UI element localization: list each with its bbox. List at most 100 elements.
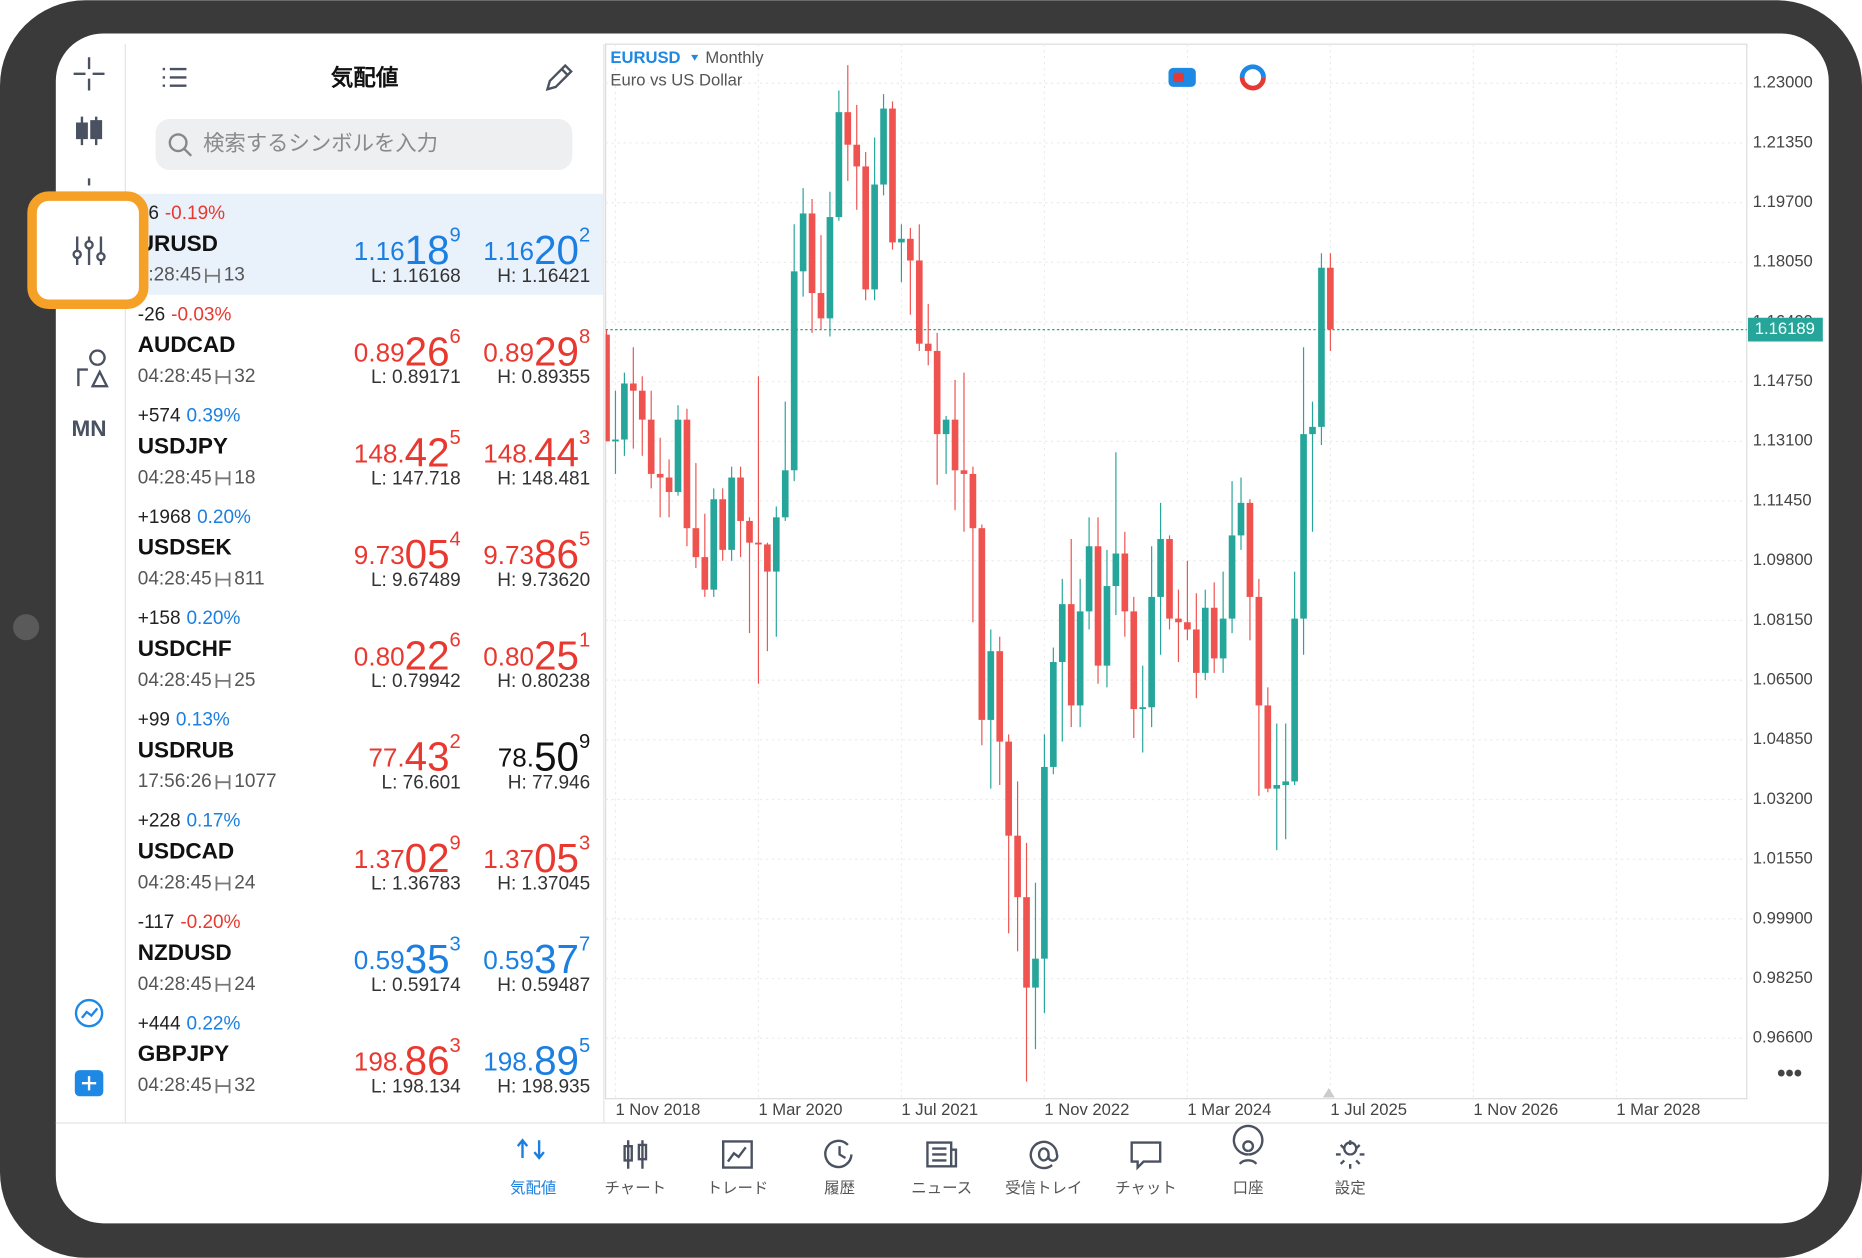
candle-body [701,557,709,590]
indicators-icon[interactable] [72,236,106,266]
y-tick-label: 0.98250 [1753,968,1813,987]
change-percent: 0.13% [176,709,230,730]
candle-body [1112,553,1120,587]
bid-pips: 26 [405,328,450,374]
more-menu[interactable]: ••• [1777,1060,1802,1087]
search-placeholder[interactable]: 検索するシンボルを入力 [203,132,438,156]
ask-fraction: 1 [579,630,590,652]
chart-timeframe: Monthly [705,48,764,67]
tab[interactable]: ニュース [911,1141,972,1197]
tab-label: 受信トレイ [1005,1179,1082,1197]
ask-prefix: 78. [498,743,534,773]
x-tick-label: 1 Mar 2020 [758,1100,842,1119]
tab[interactable]: 履歴 [824,1139,855,1197]
y-tick-label: 1.03200 [1753,789,1813,808]
trade-icon-plus [81,1076,97,1091]
ask-prefix: 198. [483,1046,534,1076]
y-tick-label: 0.96600 [1753,1028,1813,1047]
spread: 18 [234,467,255,488]
candle-body [1023,897,1030,988]
candle-body [880,108,887,185]
tab-bar: 気配値 チャート トレード 履歴 ニュース 受信トレイ チャット 口座 設定 [510,1124,1366,1197]
tab[interactable]: 気配値 [510,1138,556,1197]
tab-icon [722,1140,753,1169]
candle-body [853,144,861,167]
change-points: +228 [138,811,181,832]
candle-body [1184,622,1191,630]
tab[interactable]: チャット [1115,1141,1177,1197]
tab[interactable]: チャート [605,1140,667,1197]
bid-price: 0.80226 [354,630,461,678]
candle-body [933,350,941,435]
edit-icon[interactable] [545,63,573,92]
low: L: 198.134 [371,1076,461,1097]
candle-body [764,544,771,572]
bid-price: 148.425 [354,427,461,475]
bid-price: 0.89266 [354,326,461,374]
low: L: 0.59174 [371,975,461,996]
ask-fraction: 3 [579,427,590,449]
signals-icon[interactable] [74,998,104,1028]
bid-pips: 22 [405,632,450,678]
current-price-label: 1.16189 [1755,319,1815,338]
list-icon[interactable] [162,67,187,87]
tab-icon [1130,1141,1162,1171]
candle-body [835,112,843,218]
ask-price: 0.80251 [483,630,590,678]
ask-prefix: 0.59 [483,945,534,975]
candle-body [1210,607,1218,659]
ask-fraction: 8 [579,326,590,348]
spread: 811 [234,569,264,590]
tab[interactable]: 受信トレイ [1005,1140,1082,1197]
bid-price: 1.37029 [354,833,461,881]
ask-pips: 89 [534,1037,579,1083]
candle-body [772,517,780,572]
candle-body [737,477,744,521]
candle-body [1255,596,1263,706]
bid-prefix: 1.37 [354,844,405,874]
chart-icon[interactable] [76,116,103,146]
bid-pips: 86 [405,1037,450,1083]
time: 04:28:45 [138,872,212,893]
crosshair-icon[interactable] [73,57,105,91]
symbol: USDCHF [138,636,232,661]
tab[interactable]: 設定 [1335,1140,1366,1197]
candle-body [951,419,959,471]
bid-fraction: 9 [450,833,461,855]
ask-fraction: 9 [579,731,590,753]
bid-prefix: 77. [368,743,404,773]
candle-body [808,213,816,294]
spread: 24 [234,872,256,893]
scroll-marker [1322,1087,1335,1098]
grid [605,44,1747,1099]
symbol-dropdown [691,54,699,61]
search-box[interactable] [155,118,573,171]
y-tick-label: 1.08150 [1753,610,1813,629]
bid-fraction: 4 [450,529,461,551]
tab[interactable]: トレード [707,1140,769,1197]
chart-symbol[interactable]: EURUSD [610,48,680,67]
low: L: 1.36783 [371,874,461,895]
ask-pips: 86 [534,531,579,577]
timeframe-button[interactable]: MN [72,416,107,441]
candle-body [978,528,986,720]
candle-body [1282,781,1290,786]
candle-body [1246,502,1254,597]
candle-body [862,166,870,290]
candle-body [1300,434,1307,619]
tab[interactable]: 口座 [1233,1124,1264,1197]
spread: 32 [234,366,255,387]
search-icon [168,133,188,153]
objects-icon[interactable] [77,349,109,388]
